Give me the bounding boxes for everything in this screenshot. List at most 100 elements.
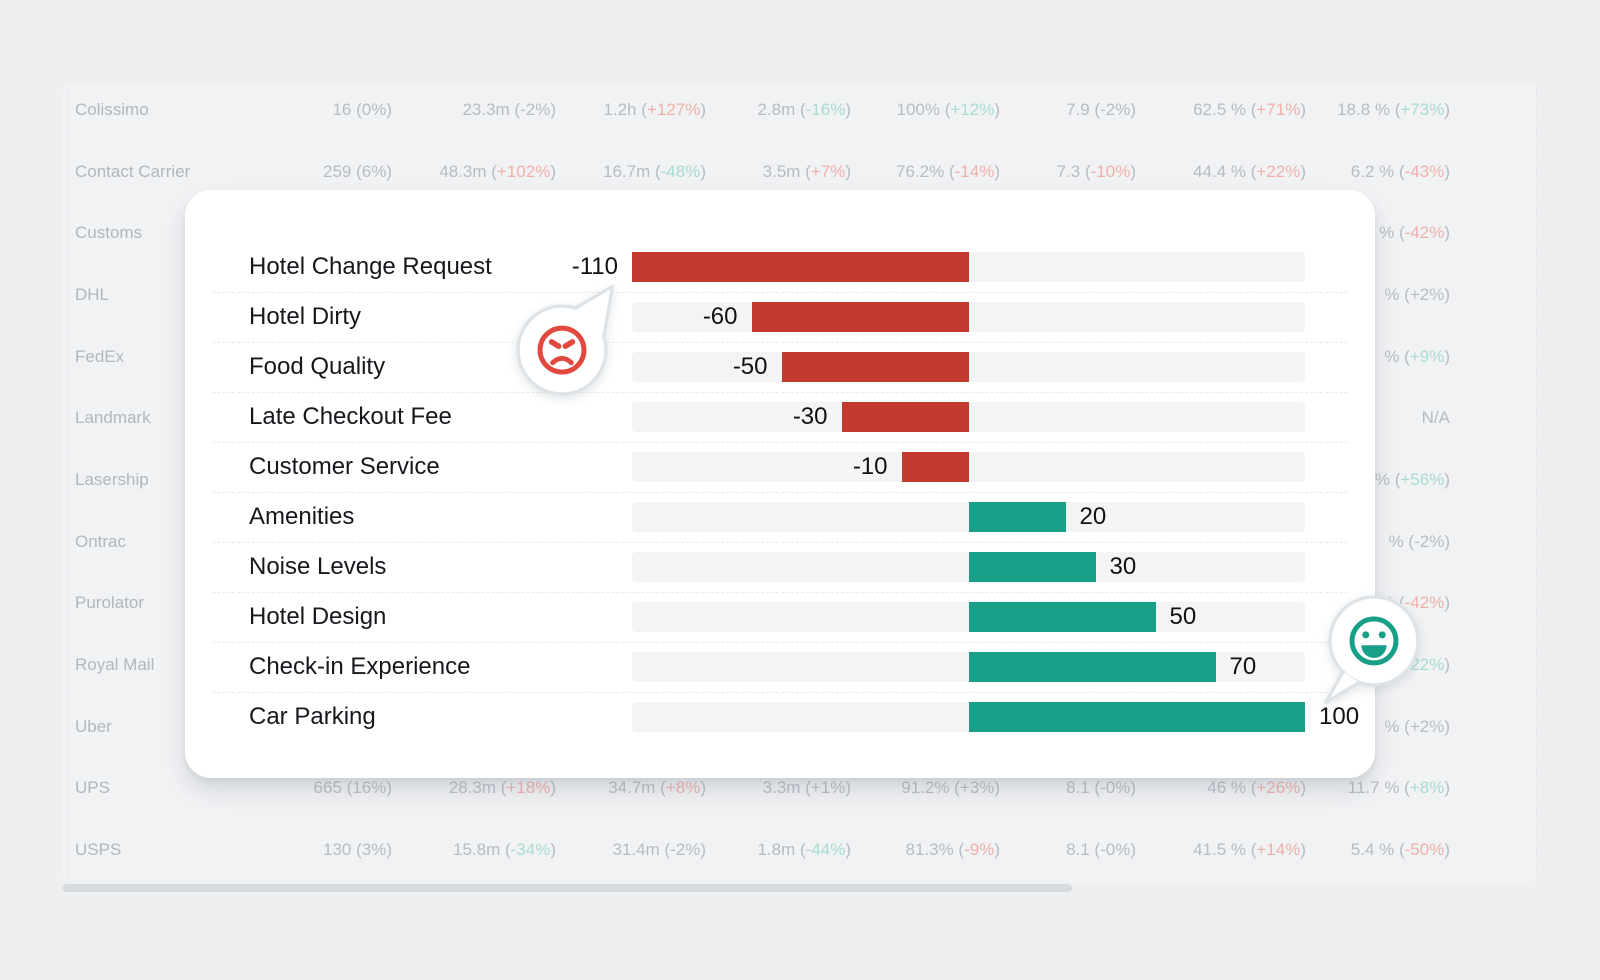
table-row: Landmark N/A [0,406,1600,430]
bar-track: 70 [632,652,1305,682]
metric-delta: 0% [361,100,387,119]
bar-value-label: -110 [571,253,618,280]
metric-cell: 15.8m (-34%) [453,839,556,859]
carrier-label: Lasership [75,469,149,489]
sentiment-bar [968,702,1305,732]
metric-cell: 259 (6%) [323,161,392,181]
metric-cell: 48.3m (+102%) [439,161,556,181]
bar-track: 100 [632,702,1359,732]
carrier-label: DHL [75,284,110,304]
table-row: Customs % (-42%) [0,221,1600,245]
metric-delta: -2% [520,100,551,119]
metric-delta: +14% [1256,839,1301,859]
carrier-label: Customs [75,223,143,243]
table-row: DHL % (+2%) [0,283,1600,307]
metric-cell: 81.3% (-9%) [905,839,1001,859]
category-label: Amenities [249,503,355,530]
metric-cell: 62.5 % (+71%) [1193,100,1306,119]
metric-cell: 100% (+12%) [896,100,1001,119]
metric-cell: % (+9%) [1384,346,1450,366]
metric-delta: +18% [506,778,551,798]
carrier-label: Purolator [75,593,144,613]
metric-delta: -10% [1090,161,1131,181]
metric-delta: +102% [496,161,551,181]
chart-row: Late Checkout Fee -30 [212,392,1348,442]
speech-bubble-negative [507,282,617,405]
metric-cell: 1.8m (-44%) [757,839,851,859]
category-label: Check-in Experience [249,653,471,680]
metric-delta: +22% [1256,161,1301,181]
metric-delta: +8% [1409,778,1445,798]
metric-delta: -0% [1100,778,1131,798]
sentiment-bar [841,402,969,432]
carrier-label: Colissimo [75,100,149,119]
sentiment-bar [632,252,969,282]
metric-cell: 16.7m (-48%) [603,161,706,181]
metric-delta: -2% [670,839,701,859]
metric-delta: +7% [810,161,846,181]
carrier-label: Contact Carrier [75,161,191,181]
metric-cell: 23.3m (-2%) [462,100,556,119]
carrier-label: Uber [75,716,112,736]
metric-cell: 665 (16%) [313,778,392,798]
table-row: Colissimo 16 (0%) 23.3m (-2%) 1.2h (+127%) 2… [0,98,1600,122]
table-row: FedEx % (+9%) [0,345,1600,369]
table-right-divider [1536,88,1537,876]
metric-cell: 16 (0%) [332,100,392,119]
metric-cell: 34.7m (+8%) [608,778,706,798]
metric-delta: +12% [950,100,995,119]
metric-delta: 6% [361,161,387,181]
bar-value-label: 50 [1169,603,1197,630]
bar-track: -10 [632,452,1305,482]
table-row: Contact Carrier 259 (6%) 48.3m (+102%) 16.7… [0,160,1600,184]
metric-cell: % (-42%) [1379,223,1450,243]
metric-delta: +3% [959,778,995,798]
metric-cell: 44.4 % (+22%) [1193,161,1306,181]
sentiment-bar [968,502,1066,532]
table-row: UPS 665 (16%) 28.3m (+18%) 34.7m (+8%) 3.3m … [0,776,1600,800]
metric-cell: 46 % (+26%) [1207,778,1306,798]
chart-row: Customer Service -10 [212,442,1348,492]
chart-row: Check-in Experience 70 [212,642,1348,692]
metric-delta: -42% [1404,223,1445,243]
angry-face-icon [516,284,615,396]
metric-cell: 130 (3%) [323,839,392,859]
metric-delta: 3% [361,839,387,859]
metric-cell: % (+2%) [1384,716,1450,736]
category-label: Hotel Design [249,603,387,630]
metric-delta: -42% [1404,593,1445,613]
carrier-label: FedEx [75,346,125,366]
metric-delta: +2% [1409,284,1445,304]
sentiment-chart-card: Hotel Change Request -110 Hotel Dirty -60 Fo… [185,190,1375,778]
metric-cell: 8.1 (-0%) [1066,839,1136,859]
sentiment-bar [781,352,969,382]
metric-cell: 5.4 % (-50%) [1350,839,1450,859]
metric-delta: +127% [646,100,701,119]
category-label: Food Quality [249,353,386,380]
bar-value-label: -10 [852,453,888,480]
bar-value-label: 20 [1079,503,1107,530]
chart-row: Noise Levels 30 [212,542,1348,592]
metric-delta: -9% [964,839,995,859]
metric-cell: % (+2%) [1384,284,1450,304]
chart-row: Hotel Change Request -110 [212,242,1348,292]
category-label: Noise Levels [249,553,387,580]
smiley-face-icon [1324,595,1420,705]
table-row: Uber % (+2%) [0,715,1600,739]
carrier-label: UPS [75,778,110,798]
metric-delta: +73% [1400,100,1445,119]
metric-delta: +1% [810,778,846,798]
metric-delta: -50% [1404,839,1445,859]
category-label: Customer Service [249,453,440,480]
table-left-divider [67,88,68,876]
bar-track: 30 [632,552,1305,582]
category-label: Hotel Dirty [249,303,362,330]
metric-delta: 16% [352,778,387,798]
metric-cell: 76.2% (-14%) [896,161,1000,181]
horizontal-scrollbar-thumb[interactable] [62,884,1072,892]
metric-cell: 8.1 (-0%) [1066,778,1136,798]
bar-value-label: -60 [702,303,738,330]
metric-delta: -43% [1404,161,1445,181]
table-row: Ontrac % (-2%) [0,530,1600,554]
